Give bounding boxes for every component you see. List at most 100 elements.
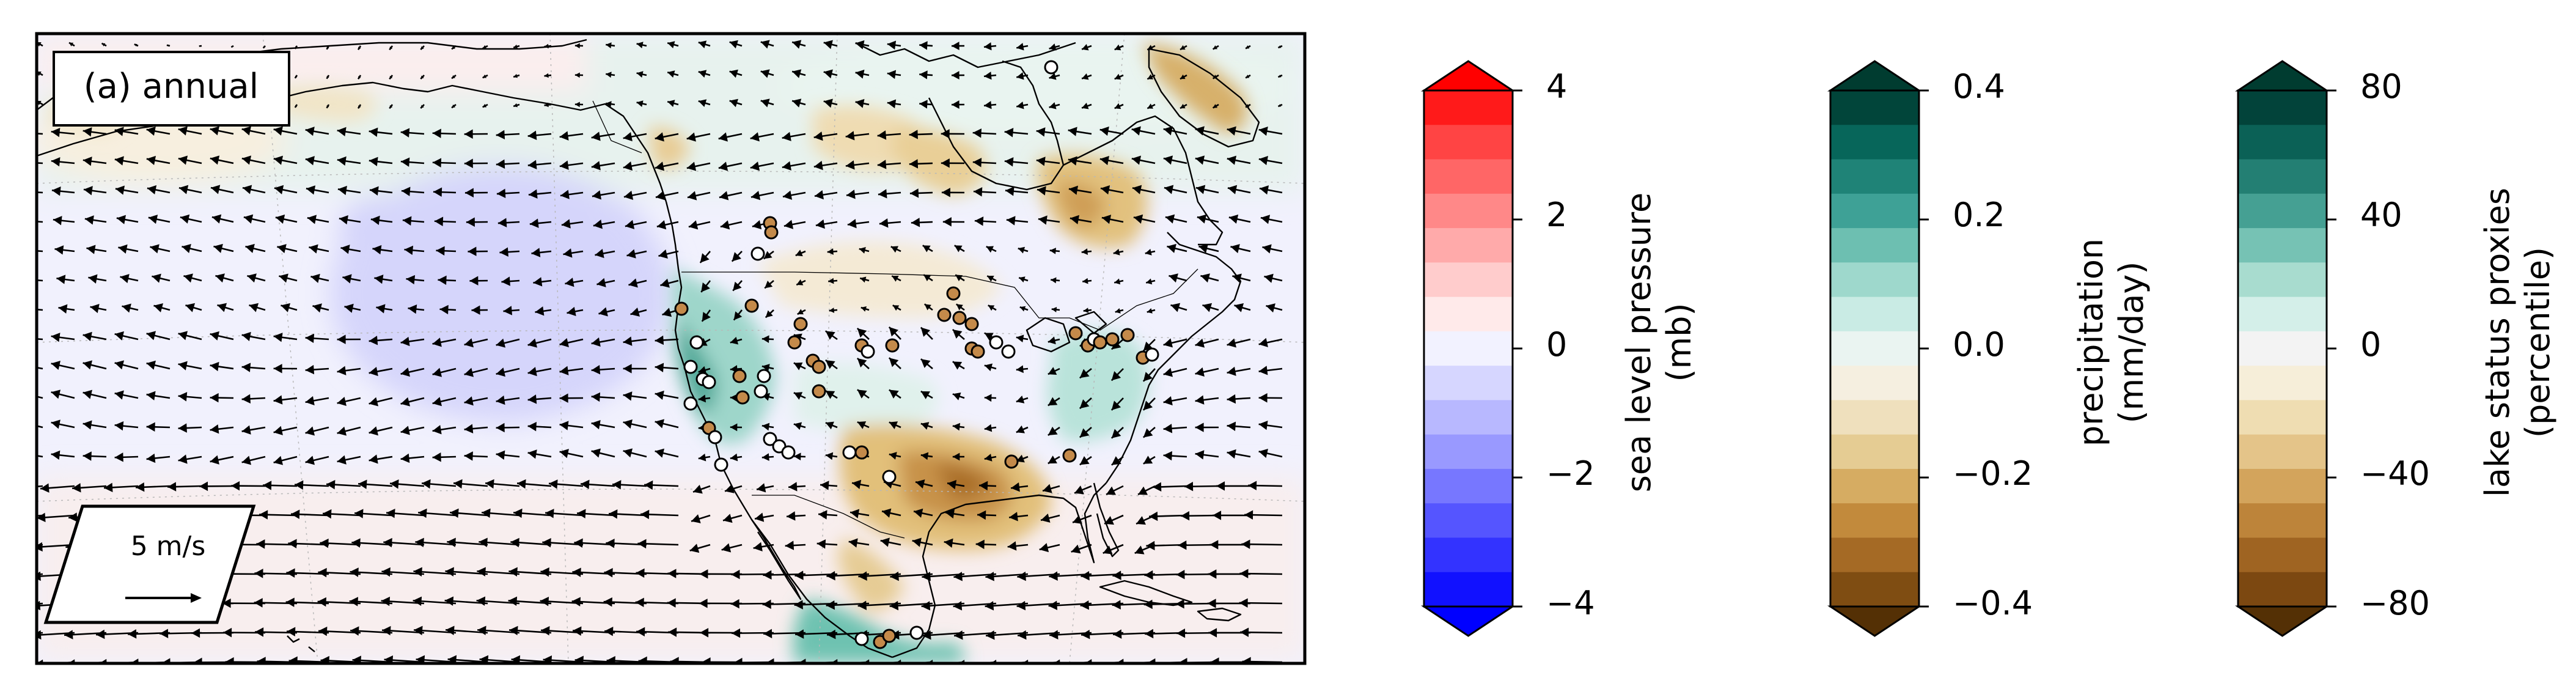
colorbar-precip-swatch [1830, 228, 1919, 263]
wind-arrowhead [254, 598, 263, 608]
wind-arrowhead [416, 655, 425, 663]
wind-arrowhead [146, 155, 156, 165]
wind-arrowhead [1195, 367, 1205, 377]
wind-arrowhead [210, 361, 219, 372]
wind-arrowhead [731, 569, 740, 580]
wind-arrowhead [20, 187, 29, 196]
wind-arrowhead [358, 105, 361, 109]
wind-arrowhead [1198, 243, 1208, 253]
wind-arrowhead [574, 43, 580, 49]
colorbar-lake-swatch [2238, 159, 2327, 194]
scale-key-label: 5 m/s [131, 531, 206, 562]
wind-arrowhead [667, 41, 675, 49]
colorbar-lake-swatch [2238, 228, 2327, 263]
wind-arrowhead [1200, 273, 1210, 283]
wind-arrowhead [729, 98, 738, 108]
wind-arrowhead [1259, 185, 1269, 195]
wind-arrowhead [432, 128, 441, 138]
colorbar-precip-swatch [1830, 193, 1919, 229]
wind-arrowhead [782, 131, 791, 141]
lake-proxy-sites [674, 60, 1159, 649]
wind-arrowhead [1163, 155, 1173, 165]
wind-arrowhead [877, 160, 887, 169]
wind-arrowhead [146, 126, 156, 136]
proxy-site-marker [1001, 344, 1016, 359]
wind-arrowhead [603, 597, 612, 607]
wind-arrowhead [1227, 185, 1238, 194]
wind-arrowhead [1178, 540, 1187, 550]
proxy-site-marker [1105, 332, 1120, 347]
wind-arrowhead [21, 216, 30, 226]
wind-arrowhead [1081, 248, 1088, 255]
wind-arrowhead [445, 567, 454, 577]
wind-arrowhead [1258, 421, 1268, 430]
wind-arrowhead [295, 480, 304, 490]
wind-arrowhead [273, 455, 284, 465]
wind-arrowhead [210, 185, 221, 194]
wind-arrowhead [892, 276, 899, 282]
wind-arrowhead [1131, 155, 1142, 165]
wind-arrowhead [730, 423, 738, 432]
wind-arrowhead [496, 450, 505, 460]
wind-arrowhead [889, 600, 899, 611]
wind-arrowhead [185, 303, 196, 312]
wind-arrowhead [337, 156, 347, 166]
wind-arrowhead [988, 305, 995, 311]
wind-arrowhead [83, 389, 92, 399]
wind-arrowhead [757, 483, 766, 493]
wind-arrowhead [986, 246, 994, 253]
wind-arrowhead [527, 449, 537, 459]
wind-arrowhead [796, 279, 804, 286]
wind-arrowhead [730, 394, 738, 402]
wind-arrowhead [1016, 43, 1024, 51]
wind-arrowhead [877, 130, 887, 140]
wind-arrowhead [178, 423, 187, 433]
wind-arrowhead [846, 190, 856, 199]
wind-arrowhead [954, 630, 963, 640]
wind-arrowhead [51, 127, 61, 138]
wind-arrowhead [1202, 303, 1213, 312]
wind-arrowhead [241, 126, 251, 136]
wind-arrowhead [1112, 570, 1121, 580]
wind-arrow [37, 191, 43, 194]
colorbar-slp-units: (mb) [1660, 303, 1698, 382]
wind-arrowhead [20, 128, 28, 138]
wind-arrow [37, 338, 43, 341]
wind-arrowhead [1234, 303, 1244, 312]
wind-arrowhead [178, 392, 188, 402]
wind-arrowhead [400, 426, 410, 435]
wind-arrowhead [147, 185, 157, 195]
wind-arrowhead [1146, 540, 1155, 551]
wind-arrowhead [794, 570, 804, 580]
wind-arrowhead [83, 331, 92, 341]
wind-arrowhead [636, 71, 644, 78]
alaska-border [592, 100, 642, 153]
wind-arrowhead [337, 426, 347, 436]
colorbar-lake-swatch [2238, 90, 2327, 125]
wind-arrowhead [210, 126, 219, 136]
wind-arrowhead [984, 363, 993, 372]
wind-arrowhead [434, 216, 444, 226]
wind-arrowhead [1246, 104, 1250, 108]
wind-arrowhead [528, 189, 538, 199]
wind-arrowhead [1016, 365, 1024, 374]
wind-arrowhead [559, 393, 568, 403]
wind-arrowhead [825, 421, 834, 430]
wind-arrowhead [577, 509, 586, 518]
wind-arrowhead [1244, 510, 1253, 520]
colorbar-slp-swatch [1424, 159, 1513, 194]
wind-arrowhead [400, 128, 410, 138]
wind-arrowhead [1258, 393, 1268, 403]
wind-arrowhead [845, 131, 855, 141]
wind-arrowhead [51, 419, 61, 429]
wind-arrowhead [374, 275, 384, 284]
wind-arrowhead [1170, 303, 1181, 312]
wind-arrowhead [825, 331, 835, 340]
wind-arrowhead [623, 364, 632, 374]
wind-arrowhead [510, 537, 519, 548]
wind-arrowhead [64, 630, 73, 640]
wind-arrowhead [471, 305, 480, 315]
wind-arrowhead [1080, 600, 1089, 610]
wind-arrowhead [953, 601, 963, 611]
colorbar-precip-under-triangle [1827, 605, 1922, 637]
